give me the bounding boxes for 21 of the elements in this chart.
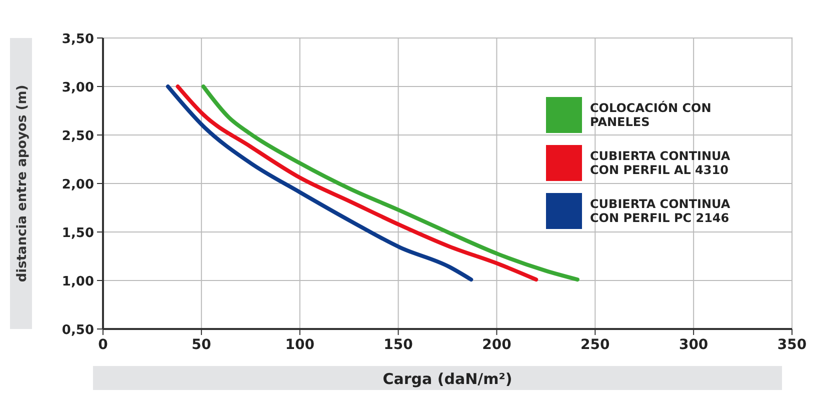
x-tick-label: 300	[678, 337, 708, 353]
x-tick-label: 150	[384, 337, 414, 353]
y-tick-label: 1,00	[62, 274, 94, 290]
x-tick-label: 50	[192, 337, 212, 353]
y-tick-label: 2,50	[62, 129, 94, 144]
y-tick-label: 1,50	[62, 226, 94, 241]
line-series	[176, 84, 538, 282]
legend: COLOCACIÓN CON PANELES CUBIERTA CONTINUA CON PERFIL AL 4310 CUBIERTA CONTINUA CON PERFIL PC 2146	[546, 97, 730, 229]
x-tick-label: 250	[580, 337, 610, 353]
line-series	[201, 84, 580, 282]
y-tick-label: 3,50	[62, 32, 94, 47]
line-series	[166, 84, 474, 282]
x-tick-label: 0	[98, 337, 108, 353]
x-axis-title: Carga (daN/m²)	[382, 370, 512, 388]
x-tick-label: 350	[777, 337, 807, 353]
y-tick-label: 0,50	[62, 323, 94, 338]
y-tick-label: 3,00	[62, 80, 94, 96]
y-tick-label: 2,00	[62, 178, 94, 192]
x-tick-label: 200	[482, 337, 512, 353]
x-tick-label: 100	[285, 337, 315, 353]
y-axis-title: distancia entre apoyos (m)	[15, 84, 30, 282]
